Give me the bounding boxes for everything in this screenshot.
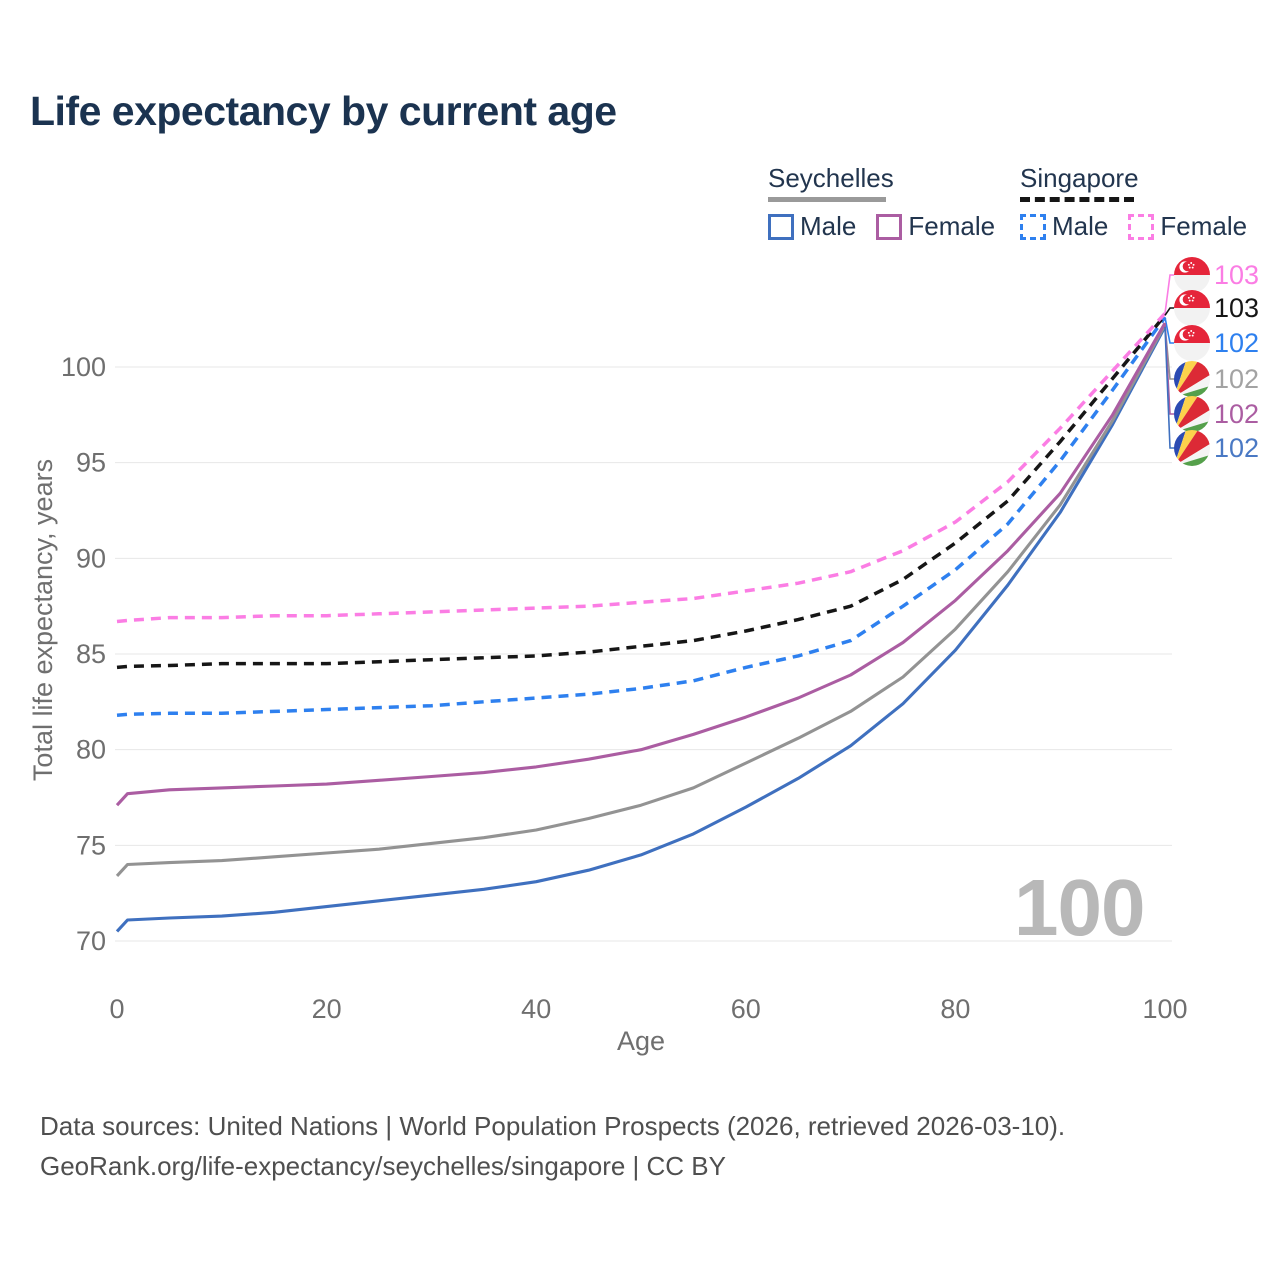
flag-icon-singapore xyxy=(1174,290,1210,326)
footer-data-sources: Data sources: United Nations | World Pop… xyxy=(40,1111,1066,1141)
series-line-singapore xyxy=(116,314,1167,670)
legend-items-singapore: Male Female xyxy=(1020,211,1267,242)
x-tick-label-0: 0 xyxy=(109,994,124,1024)
legend-label-seychelles-female: Female xyxy=(908,211,996,241)
x-tick-label-80: 80 xyxy=(940,994,970,1024)
end-connector-singapore xyxy=(1164,307,1175,316)
series-line-seychelles xyxy=(115,324,1167,877)
legend-label-seychelles-male: Male xyxy=(800,211,857,241)
x-axis-label: Age xyxy=(617,1026,665,1056)
legend-swatch-singapore-female-icon xyxy=(1128,213,1155,240)
flag-part xyxy=(1174,375,1210,397)
legend-swatch-singapore-male-icon xyxy=(1020,213,1046,240)
flag-part xyxy=(1182,329,1193,340)
flag-part xyxy=(1187,331,1190,334)
flag-part xyxy=(1174,396,1210,432)
flag-icon-seychelles xyxy=(1174,396,1210,432)
flag-icon-singapore xyxy=(1174,325,1210,361)
y-tick-label-100: 100 xyxy=(61,352,106,382)
flag-part xyxy=(1174,455,1210,466)
end-label-singapore-male: 102 xyxy=(1214,328,1259,358)
series-line-singapore-female xyxy=(116,312,1167,624)
flag-part xyxy=(1192,263,1195,266)
end-label-singapore-female: 103 xyxy=(1214,260,1259,290)
flag-part xyxy=(1192,296,1195,299)
flag-icon-seychelles xyxy=(1174,430,1210,466)
legend-underline-dashed-line xyxy=(1020,197,1134,202)
flag-part xyxy=(1190,262,1193,264)
legend-swatch-seychelles-male-icon xyxy=(768,213,794,240)
y-tick-label-95: 95 xyxy=(76,448,106,478)
legend-group-seychelles: Seychelles Male Female xyxy=(768,163,1015,242)
flag-part xyxy=(1187,296,1190,299)
end-label-seychelles-female: 102 xyxy=(1214,399,1259,429)
footer: Data sources: United Nations | World Pop… xyxy=(40,1106,1065,1186)
series-line-seychelles-female xyxy=(115,322,1167,807)
legend-heading-seychelles: Seychelles xyxy=(768,163,894,193)
flag-part xyxy=(1187,263,1190,266)
flag-part xyxy=(1174,361,1210,397)
legend-group-singapore: Singapore Male Female xyxy=(1020,163,1267,242)
end-connector-seychelles-male xyxy=(1164,326,1175,449)
page-title: Life expectancy by current age xyxy=(30,88,617,134)
legend-items-seychelles: Male Female xyxy=(768,211,1015,242)
x-tick-label-60: 60 xyxy=(731,994,761,1024)
y-tick-label-85: 85 xyxy=(76,639,106,669)
flag-part xyxy=(1182,261,1193,272)
legend-swatch-seychelles-female-icon xyxy=(876,213,903,240)
series-line-singapore-male xyxy=(116,316,1167,717)
y-tick-label-75: 75 xyxy=(76,830,106,860)
flag-part xyxy=(1174,386,1210,397)
legend-item-seychelles-female[interactable]: Female xyxy=(876,211,995,242)
x-tick-label-40: 40 xyxy=(521,994,551,1024)
legend-item-singapore-male[interactable]: Male xyxy=(1020,211,1108,242)
end-connector-singapore-female xyxy=(1164,274,1175,314)
series-line-seychelles-male xyxy=(115,326,1167,933)
flag-part xyxy=(1188,299,1191,302)
y-axis-label: Total life expectancy, years xyxy=(28,459,58,781)
flag-icon-seychelles xyxy=(1174,361,1210,397)
flag-part xyxy=(1192,331,1195,334)
flag-part xyxy=(1191,299,1194,302)
flag-part xyxy=(1182,294,1193,305)
y-tick-label-90: 90 xyxy=(76,543,106,573)
watermark-age-counter: 100 xyxy=(1014,863,1145,952)
legend-label-singapore-female: Female xyxy=(1160,211,1248,241)
end-label-seychelles-male: 102 xyxy=(1214,433,1259,463)
y-tick-label-70: 70 xyxy=(76,926,106,956)
flag-part xyxy=(1191,334,1194,337)
flag-part xyxy=(1174,410,1210,432)
footer-attribution-url: GeoRank.org/life-expectancy/seychelles/s… xyxy=(40,1151,726,1181)
x-tick-label-20: 20 xyxy=(312,994,342,1024)
legend-label-singapore-male: Male xyxy=(1052,211,1109,241)
flag-part xyxy=(1174,430,1210,466)
flag-part xyxy=(1191,266,1194,269)
legend-heading-singapore: Singapore xyxy=(1020,163,1139,193)
flag-icon-singapore xyxy=(1174,257,1210,293)
end-label-seychelles: 102 xyxy=(1214,364,1259,394)
flag-part xyxy=(1188,266,1191,269)
legend-item-seychelles-male[interactable]: Male xyxy=(768,211,856,242)
flag-part xyxy=(1188,334,1191,337)
flag-part xyxy=(1174,444,1210,466)
legend-item-singapore-female[interactable]: Female xyxy=(1128,211,1247,242)
end-connector-singapore-male xyxy=(1164,317,1175,344)
flag-part xyxy=(1190,295,1193,297)
flag-part xyxy=(1190,330,1193,332)
legend-underline-solid-line xyxy=(768,197,886,202)
y-tick-label-80: 80 xyxy=(76,735,106,765)
flag-part xyxy=(1174,421,1210,432)
end-label-singapore: 103 xyxy=(1214,293,1259,323)
x-tick-label-100: 100 xyxy=(1142,994,1187,1024)
